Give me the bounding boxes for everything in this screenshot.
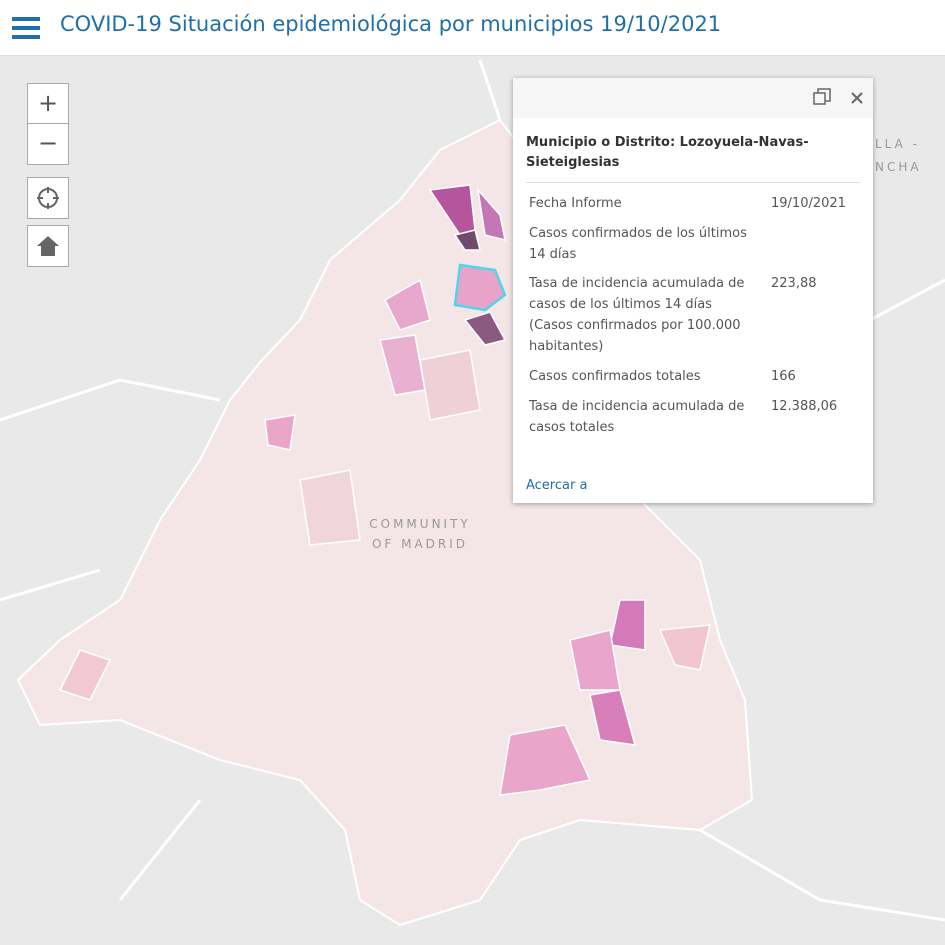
row-label: Tasa de incidencia acumulada de casos de… — [529, 276, 745, 354]
row-label: Tasa de incidencia acumulada de casos to… — [529, 399, 745, 435]
map-label: OF MADRID — [372, 537, 468, 551]
popup-bar — [513, 78, 873, 118]
row-label: Fecha Informe — [529, 196, 622, 211]
zoom-link[interactable]: Acercar a — [526, 478, 588, 493]
separator — [526, 182, 860, 183]
header: COVID-19 Situación epidemiológica por mu… — [0, 0, 945, 56]
zoom-out[interactable]: − — [27, 123, 69, 165]
row-label: Casos confirmados totales — [529, 369, 701, 384]
close-button[interactable] — [850, 91, 864, 105]
dock-button[interactable] — [813, 88, 831, 106]
header-title: COVID-19 Situación epidemiológica por mu… — [60, 12, 722, 36]
row-label: Casos confirmados de los últimos 14 días — [529, 226, 747, 262]
home-button[interactable] — [27, 225, 69, 267]
menu-icon[interactable] — [12, 17, 40, 39]
map-label: COMMUNITY — [369, 517, 471, 531]
popup: Municipio o Distrito: Lozoyuela-Navas-Si… — [513, 78, 873, 503]
row-value: 19/10/2021 — [771, 196, 846, 211]
locate-button[interactable] — [27, 177, 69, 219]
zoom-in[interactable]: + — [27, 83, 69, 125]
roads — [0, 59, 945, 922]
row-value: 223,88 — [771, 276, 817, 291]
map-label: NCHA — [875, 160, 922, 174]
row-value: 12.388,06 — [771, 399, 838, 414]
map-label: LLA - — [875, 137, 920, 151]
row-value: 166 — [771, 369, 796, 384]
municipalities — [58, 184, 711, 796]
popup-title: Municipio o Distrito: Lozoyuela-Navas-Si… — [526, 135, 809, 170]
